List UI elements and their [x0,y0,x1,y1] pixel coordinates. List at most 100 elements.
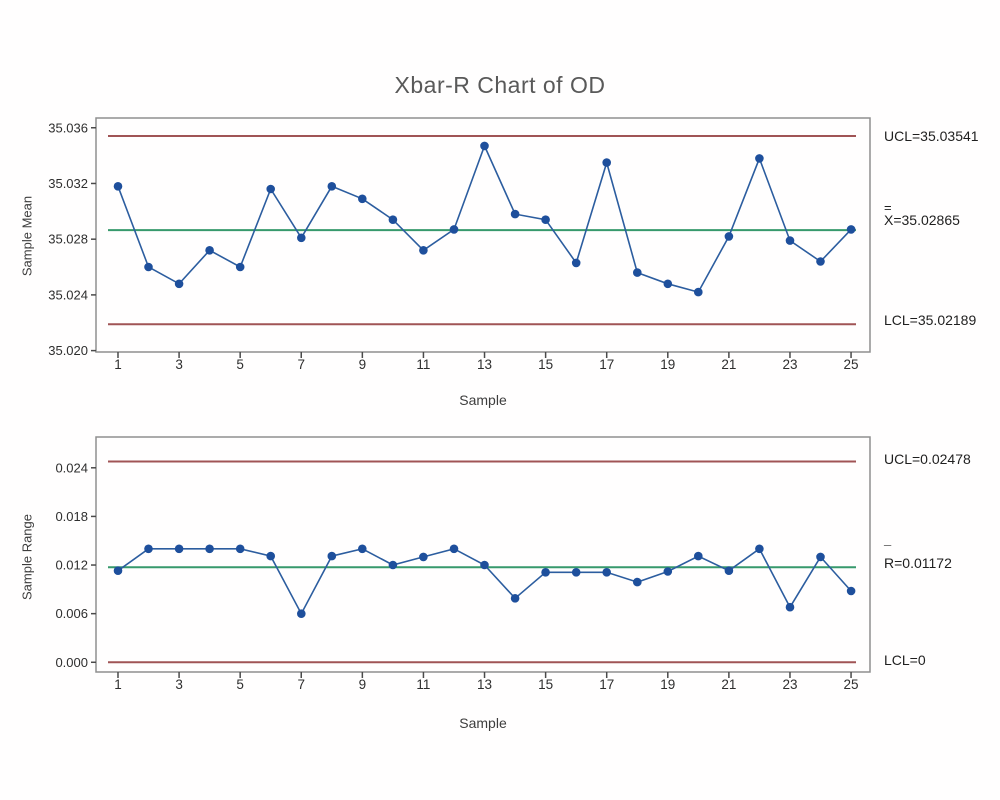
data-point [785,236,795,245]
data-point [816,257,825,266]
x-axis-label-range: Sample [459,715,507,731]
data-point [174,279,184,289]
data-point [388,560,398,570]
data-point [144,262,153,272]
x-tick-label: 19 [660,357,675,372]
data-point [602,568,611,577]
x-tick-label: 1 [114,357,122,372]
data-point [571,568,581,577]
data-point [327,551,337,561]
data-point [419,246,428,255]
data-point [480,141,489,151]
lcl-annotation-xbar: LCL=35.02189 [884,312,977,328]
data-point [663,279,673,289]
data-point [266,551,276,561]
y-tick-label: 0.012 [55,558,88,573]
data-point [113,182,123,191]
y-tick-label: 0.006 [55,606,88,621]
chart-title: Xbar-R Chart of OD [394,72,606,98]
y-tick-label: 0.018 [55,509,88,524]
data-point [449,544,459,554]
centerline-annotation-xbar: = X=35.02865 [884,200,960,229]
data-point [419,552,428,562]
x-tick-label: 1 [114,677,122,692]
x-tick-label: 15 [538,357,553,372]
data-point [113,566,123,575]
x-tick-label: 21 [721,677,736,692]
data-point [297,233,306,243]
x-tick-label: 17 [599,357,614,372]
data-point [358,194,367,204]
x-tick-label: 13 [477,677,492,692]
x-axis-label-xbar: Sample [459,392,507,408]
y-tick-label: 35.028 [48,232,88,247]
centerline-annotation-range-text: R=0.01172 [884,555,952,571]
x-tick-label: 25 [844,677,859,692]
y-tick-label: 0.024 [55,460,88,475]
x-tick-label: 11 [416,677,430,692]
double-overbar: = [884,200,892,215]
data-point [235,262,245,272]
data-point [297,609,306,618]
data-point [235,544,245,554]
ucl-annotation-range: UCL=0.02478 [884,451,971,467]
x-tick-label: 23 [782,357,797,372]
centerline-annotation-range: ¯ R=0.01172 [884,543,952,572]
data-point [785,602,795,612]
data-point [510,209,520,219]
x-tick-label: 11 [416,357,430,372]
centerline-annotation-xbar-text: X=35.02865 [884,212,960,228]
data-point [144,544,153,554]
data-point [205,246,214,255]
y-tick-label: 35.020 [48,343,88,358]
series-line [117,547,852,616]
x-tick-label: 13 [477,357,492,372]
data-point [266,184,276,194]
plot-border [95,436,871,673]
data-point [174,544,184,554]
ucl-annotation-xbar: UCL=35.03541 [884,128,979,144]
data-point [846,586,856,596]
x-tick-label: 23 [782,677,797,692]
x-tick-label: 15 [538,677,553,692]
data-point [694,551,703,561]
data-point [358,544,367,554]
data-point [724,232,734,241]
data-point [510,594,520,603]
data-point [541,568,550,577]
y-tick-label: 35.036 [48,120,88,135]
data-point [663,567,673,576]
x-tick-label: 3 [175,677,183,692]
data-point [602,158,611,167]
y-tick-label: 0.000 [55,655,88,670]
data-point [449,225,459,234]
data-point [571,258,581,268]
data-point [755,544,764,554]
x-tick-label: 7 [298,357,306,372]
x-tick-label: 19 [660,677,675,692]
data-point [755,154,764,163]
x-tick-label: 5 [236,357,244,372]
x-tick-label: 7 [298,677,306,692]
data-point [205,544,214,554]
data-point [633,577,642,587]
x-tick-label: 21 [721,357,736,372]
data-point [633,268,642,277]
data-point [846,225,856,234]
y-tick-label: 35.032 [48,176,88,191]
lcl-annotation-range: LCL=0 [884,652,926,668]
data-point [388,215,398,224]
series-line [117,143,852,294]
data-point [541,215,550,224]
plot-border [95,117,871,353]
data-point [480,560,489,570]
x-tick-label: 3 [175,357,183,372]
x-tick-label: 17 [599,677,614,692]
overbar: ¯ [884,543,892,558]
x-tick-label: 9 [359,677,367,692]
data-point [327,182,337,191]
x-tick-label: 5 [236,677,244,692]
